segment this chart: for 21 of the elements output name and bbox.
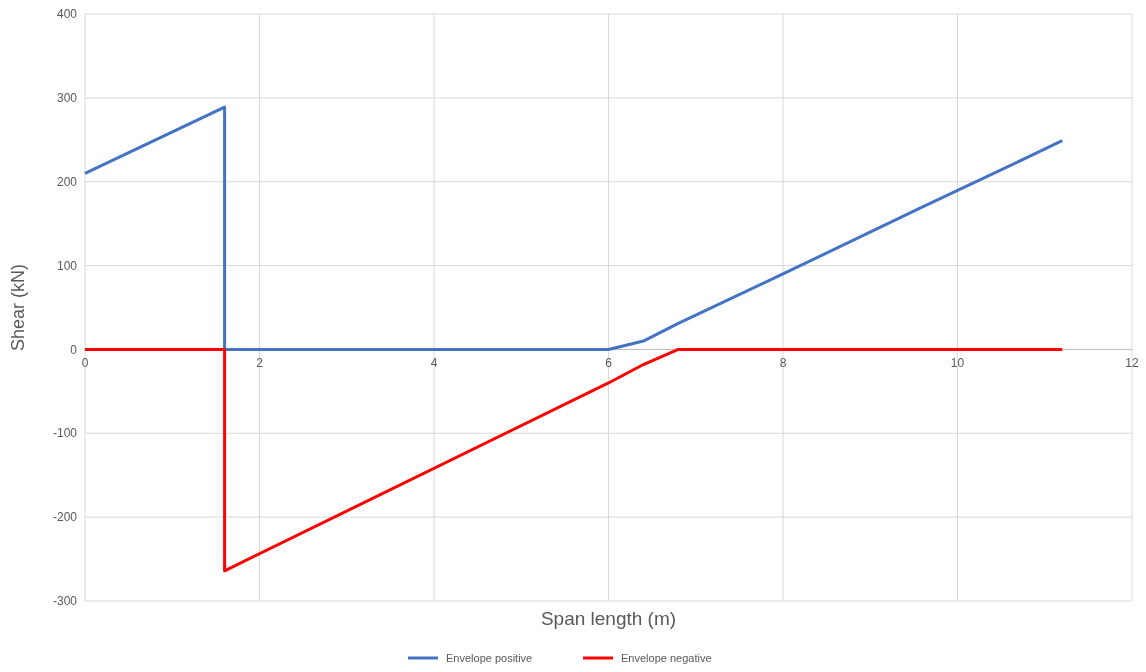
x-tick-label: 6 xyxy=(605,356,613,371)
line-series xyxy=(83,105,1064,351)
y-tick-label: 100 xyxy=(56,258,78,273)
x-tick-label: 0 xyxy=(81,356,89,371)
y-tick-label: 0 xyxy=(70,342,78,357)
y-tick-label: 400 xyxy=(56,7,78,22)
line-series xyxy=(83,347,1064,573)
legend-label: Envelope negative xyxy=(621,652,712,664)
y-tick-label: -300 xyxy=(52,594,78,609)
y-tick-label: -200 xyxy=(52,510,78,525)
y-tick-label: 200 xyxy=(56,174,78,189)
x-tick-label: 4 xyxy=(430,356,438,371)
x-axis-title: Span length (m) xyxy=(540,608,677,629)
x-tick-label: 8 xyxy=(779,356,787,371)
x-tick-label: 10 xyxy=(950,356,965,371)
legend-label: Envelope positive xyxy=(446,652,533,664)
y-axis-title: Shear (kN) xyxy=(8,263,28,352)
y-tick-label: -100 xyxy=(52,426,78,441)
x-tick-label: 12 xyxy=(1125,356,1139,371)
y-tick-label: 300 xyxy=(56,91,78,106)
x-tick-label: 2 xyxy=(256,356,264,371)
